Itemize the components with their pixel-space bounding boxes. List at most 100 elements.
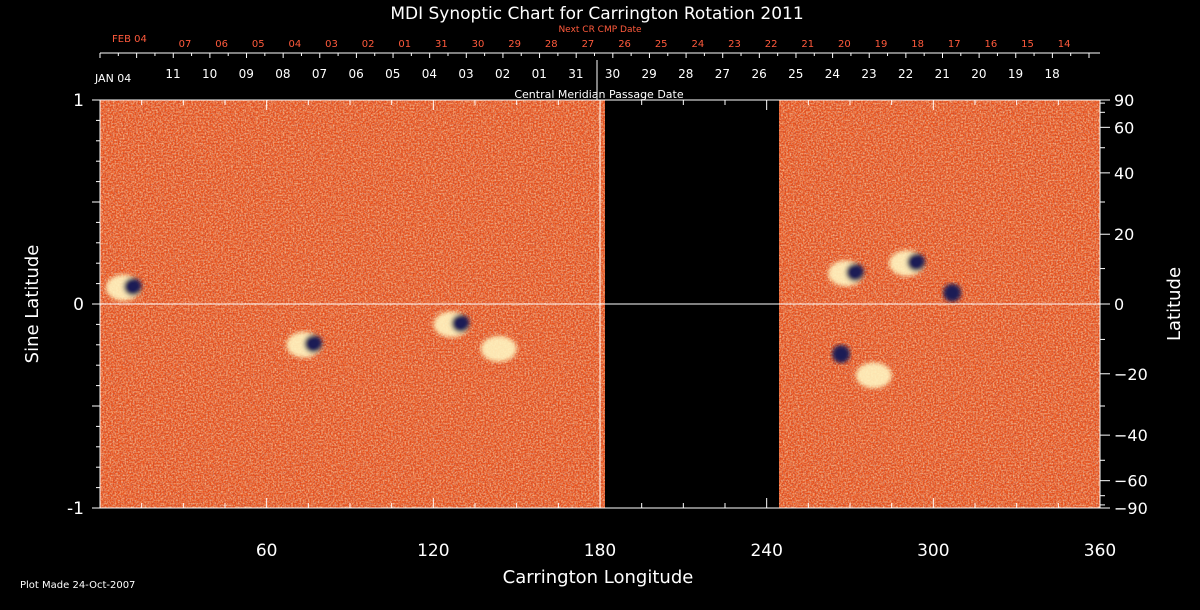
negative-flux-region [907,253,926,272]
next-cr-date-label: 27 [582,39,595,50]
next-cr-date-label: 18 [911,39,924,50]
active-region [105,274,142,301]
x-tick-label: 120 [417,541,449,561]
next-cr-date-label: 24 [691,39,704,50]
next-cr-date-label: 31 [435,39,448,50]
cmp-date-label: 31 [568,67,583,81]
cmp-date-label: 02 [495,67,510,81]
next-cr-date-label: 28 [545,39,558,50]
next-cr-date-label: 15 [1021,39,1034,50]
y-left-tick-label: -1 [67,499,84,519]
next-cr-date-label: 17 [948,39,961,50]
x-tick-label: 360 [1084,541,1116,561]
active-region [286,331,323,358]
next-cr-date-label: 06 [215,39,228,50]
y-axis-right-label: Latitude [1164,267,1185,341]
y-axis-left-ticks: -1 0 1 [67,91,100,519]
next-cr-date-label: 05 [252,39,265,50]
y-axis-left-label: Sine Latitude [22,245,43,364]
cmp-date-label: 18 [1044,67,1059,81]
active-region [433,311,470,338]
y-axis-right-ticks: −90 −60 −40 −20 0 20 40 60 90 [1100,91,1148,518]
cmp-date-label: 19 [1008,67,1023,81]
cmp-date-label: 28 [678,67,693,81]
active-regions [105,250,962,389]
y-left-tick-label: 0 [73,295,84,315]
x-tick-label: 60 [256,541,278,561]
next-cr-date-label: 20 [838,39,851,50]
x-axis-label: Carrington Longitude [503,567,694,588]
y-right-tick-label: 40 [1114,164,1134,183]
cmp-date-label: 21 [935,67,950,81]
cmp-date-label: 06 [349,67,364,81]
active-region [889,250,926,277]
active-region [855,362,892,389]
negative-flux-region [451,314,470,333]
next-cr-date-label: 01 [398,39,411,50]
next-cr-date-label: 19 [875,39,888,50]
next-cr-date-label: 25 [655,39,668,50]
next-cr-date-label: 23 [728,39,741,50]
y-right-tick-label: 60 [1114,118,1134,137]
y-right-tick-label: −20 [1114,365,1148,384]
next-cr-date-label: 26 [618,39,631,50]
top-axis-start: JAN 04 [94,72,131,85]
cmp-date-label: 30 [605,67,620,81]
next-cr-ticks: 07 06 05 04 03 02 01 31 30 29 28 27 26 25 24 23 22 21 20 19… [99,39,1090,58]
cmp-date-label: 23 [861,67,876,81]
negative-flux-region [846,263,864,282]
active-region [828,260,864,287]
next-cr-date-label: 21 [801,39,814,50]
cmp-date-label: 29 [642,67,657,81]
x-axis-ticks: 60 120 180 240 300 360 [141,100,1116,561]
cmp-date-label: 10 [202,67,217,81]
next-cr-date-label: 02 [362,39,375,50]
cmp-date-label: 11 [165,67,180,81]
cmp-date-label: 05 [385,67,400,81]
next-cr-start: FEB 04 [112,34,147,45]
cmp-date-label: 09 [239,67,254,81]
x-tick-label: 240 [750,541,782,561]
next-cr-date-label: 22 [765,39,778,50]
plot-area [99,99,1101,509]
y-right-tick-label: −60 [1114,472,1148,491]
cmp-date-label: 25 [788,67,803,81]
y-right-tick-label: 0 [1114,295,1124,314]
x-tick-label: 180 [584,541,616,561]
y-right-tick-label: 20 [1114,225,1134,244]
cmp-date-label: 26 [751,67,766,81]
active-region [832,345,851,363]
cmp-date-label: 27 [715,67,730,81]
cmp-date-label: 04 [422,67,437,81]
x-tick-label: 300 [917,541,949,561]
cmp-date-label: 24 [825,67,840,81]
next-cr-date-label: 07 [179,39,192,50]
cmp-date-label: 20 [971,67,986,81]
negative-flux-region [123,277,142,296]
top-axis-label: Central Meridian Passage Date [514,88,683,101]
negative-flux-region [304,334,323,353]
y-right-tick-label: 90 [1114,91,1134,110]
next-cr-label: Next CR CMP Date [558,25,642,35]
active-region [480,335,517,362]
chart-title: MDI Synoptic Chart for Carrington Rotati… [390,4,803,24]
positive-flux-region [855,362,892,389]
next-cr-date-label: 04 [289,39,302,50]
next-cr-date-label: 16 [984,39,997,50]
cmp-date-label: 03 [458,67,473,81]
negative-flux-region [832,345,851,363]
next-cr-date-label: 03 [325,39,338,50]
next-cr-date-label: 30 [472,39,485,50]
next-cr-date-label: 14 [1058,39,1071,50]
cmp-date-label: 08 [275,67,290,81]
top-axis-ticks: 11 10 09 08 07 06 05 04 03 02 01 31 30 29 28 27 26 25 24 23… [165,60,1060,100]
cmp-date-label: 01 [532,67,547,81]
y-right-tick-label: −40 [1114,426,1148,445]
plot-made-note: Plot Made 24-Oct-2007 [20,580,135,591]
active-region [943,283,962,302]
y-right-tick-label: −90 [1114,499,1148,518]
next-cr-date-label: 29 [508,39,521,50]
negative-flux-region [943,283,962,302]
positive-flux-region [480,335,517,362]
